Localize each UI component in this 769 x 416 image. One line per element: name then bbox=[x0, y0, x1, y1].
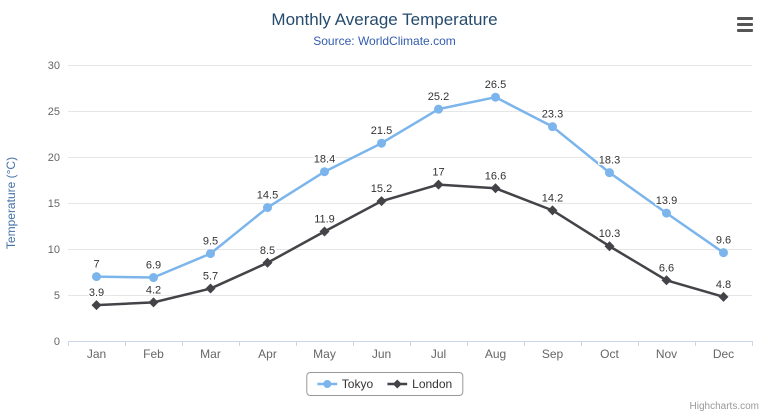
data-label: 6.6 bbox=[659, 262, 674, 274]
diamond-marker-icon bbox=[387, 379, 408, 389]
x-axis-category-label: Feb bbox=[143, 347, 164, 361]
data-label: 16.6 bbox=[485, 170, 506, 182]
data-label: 14.5 bbox=[257, 190, 278, 202]
data-label: 23.3 bbox=[542, 109, 563, 121]
circle-marker-icon bbox=[316, 380, 337, 388]
chart-subtitle: Source: WorldClimate.com bbox=[313, 34, 456, 48]
data-label: 18.4 bbox=[314, 154, 335, 166]
data-label: 9.6 bbox=[716, 235, 731, 247]
x-axis-category-label: Jan bbox=[87, 347, 106, 361]
x-axis-category-label: Apr bbox=[258, 347, 277, 361]
series-line-london bbox=[96, 183, 724, 307]
data-label: 5.7 bbox=[203, 271, 218, 283]
data-point-tokyo[interactable] bbox=[320, 167, 329, 177]
data-point-london[interactable] bbox=[376, 196, 387, 207]
x-axis-category-label: Nov bbox=[656, 347, 677, 361]
data-label: 9.5 bbox=[203, 236, 218, 248]
hamburger-icon bbox=[737, 22, 753, 26]
data-point-tokyo[interactable] bbox=[263, 203, 272, 213]
data-label: 13.9 bbox=[656, 195, 677, 207]
x-axis-category-label: May bbox=[313, 347, 336, 361]
legend-label: Tokyo bbox=[341, 377, 374, 391]
y-axis-tick-label: 20 bbox=[48, 152, 60, 164]
data-point-tokyo[interactable] bbox=[149, 273, 158, 283]
data-label: 14.2 bbox=[542, 192, 563, 204]
data-label: 8.5 bbox=[260, 245, 275, 257]
data-point-tokyo[interactable] bbox=[92, 272, 101, 282]
x-axis-category-label: Dec bbox=[713, 347, 734, 361]
credits-link[interactable]: Highcharts.com bbox=[689, 401, 759, 412]
data-point-london[interactable] bbox=[547, 205, 558, 216]
x-axis-category-label: Jul bbox=[431, 347, 446, 361]
legend-item-london[interactable]: London bbox=[387, 377, 452, 391]
chart-title: Monthly Average Temperature bbox=[271, 10, 498, 29]
data-point-london[interactable] bbox=[661, 275, 672, 286]
data-point-london[interactable] bbox=[718, 291, 729, 302]
y-axis-tick-label: 5 bbox=[54, 290, 60, 302]
data-label: 3.9 bbox=[89, 287, 104, 299]
y-axis-title: Temperature (°C) bbox=[4, 157, 18, 249]
data-label: 11.9 bbox=[314, 214, 335, 226]
data-label: 4.2 bbox=[146, 284, 161, 296]
data-label: 26.5 bbox=[485, 79, 506, 91]
legend-item-tokyo[interactable]: Tokyo bbox=[316, 377, 374, 391]
y-axis-tick-label: 25 bbox=[48, 106, 60, 118]
data-label: 4.8 bbox=[716, 279, 731, 291]
y-axis-tick-label: 15 bbox=[48, 198, 60, 210]
data-point-tokyo[interactable] bbox=[491, 92, 500, 102]
data-point-london[interactable] bbox=[148, 297, 159, 308]
data-label: 25.2 bbox=[428, 91, 449, 103]
x-axis-category-label: Mar bbox=[200, 347, 221, 361]
legend-label: London bbox=[412, 377, 453, 391]
y-axis-tick-label: 30 bbox=[48, 60, 60, 72]
data-point-tokyo[interactable] bbox=[206, 249, 215, 259]
series-line-tokyo bbox=[96, 95, 725, 279]
x-axis-category-label: Aug bbox=[485, 347, 506, 361]
hamburger-icon bbox=[737, 16, 753, 20]
data-label: 18.3 bbox=[599, 155, 620, 167]
x-axis-category-label: Jun bbox=[372, 347, 391, 361]
data-point-london[interactable] bbox=[490, 183, 501, 194]
context-menu-button[interactable] bbox=[733, 14, 757, 34]
data-point-london[interactable] bbox=[91, 300, 102, 311]
data-point-london[interactable] bbox=[433, 179, 444, 190]
data-point-london[interactable] bbox=[205, 283, 216, 294]
data-label: 7 bbox=[93, 259, 99, 271]
x-axis-category-label: Oct bbox=[600, 347, 619, 361]
x-axis-category-label: Sep bbox=[542, 347, 564, 361]
data-label: 17 bbox=[432, 167, 444, 179]
hamburger-icon bbox=[737, 28, 753, 32]
data-point-london[interactable] bbox=[262, 257, 273, 268]
data-point-london[interactable] bbox=[319, 226, 330, 237]
data-label: 21.5 bbox=[371, 125, 392, 137]
data-point-tokyo[interactable] bbox=[662, 208, 671, 218]
data-point-tokyo[interactable] bbox=[548, 122, 557, 132]
data-point-london[interactable] bbox=[604, 241, 615, 252]
data-point-tokyo[interactable] bbox=[434, 104, 443, 114]
data-point-tokyo[interactable] bbox=[605, 168, 614, 178]
y-axis-tick-label: 10 bbox=[48, 244, 60, 256]
legend: Tokyo London bbox=[305, 372, 464, 396]
data-label: 15.2 bbox=[371, 183, 392, 195]
data-point-tokyo[interactable] bbox=[377, 138, 386, 148]
data-point-tokyo[interactable] bbox=[719, 248, 728, 258]
data-label: 6.9 bbox=[146, 260, 161, 272]
data-label: 10.3 bbox=[599, 228, 620, 240]
y-axis-tick-label: 0 bbox=[54, 336, 60, 348]
